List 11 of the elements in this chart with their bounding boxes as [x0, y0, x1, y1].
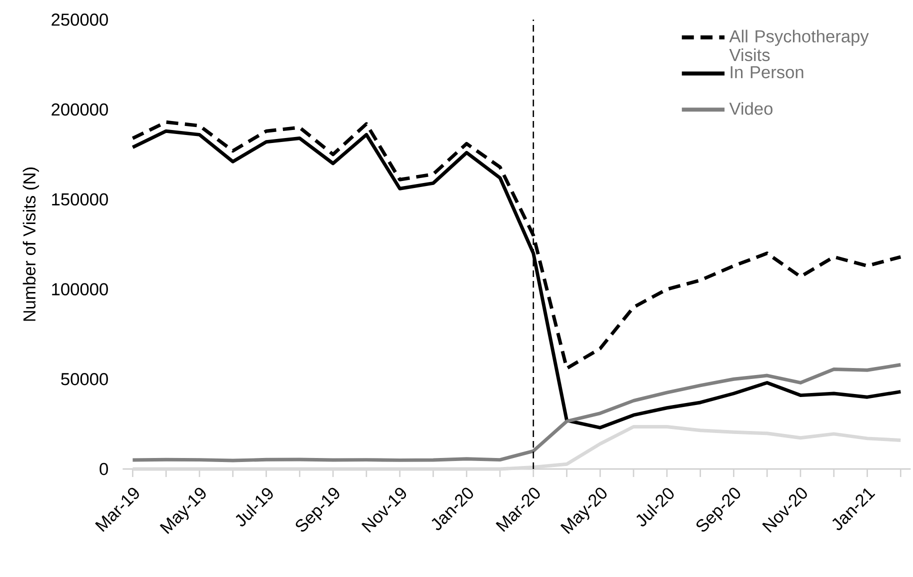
- y-tick-label: 0: [100, 462, 108, 476]
- y-tick-label: 200000: [52, 103, 108, 116]
- y-axis-title: Number of Visits (N): [22, 168, 39, 321]
- line-series: [130, 363, 902, 462]
- legend-label: All Psychotherapy Visits: [729, 30, 869, 62]
- y-tick-label: 100000: [52, 283, 108, 296]
- y-tick-label: 50000: [61, 372, 108, 386]
- legend-label: Video: [729, 102, 772, 115]
- legend-label: In Person: [730, 66, 804, 78]
- y-tick-label: 150000: [52, 193, 108, 206]
- y-tick-label: 250000: [52, 14, 108, 26]
